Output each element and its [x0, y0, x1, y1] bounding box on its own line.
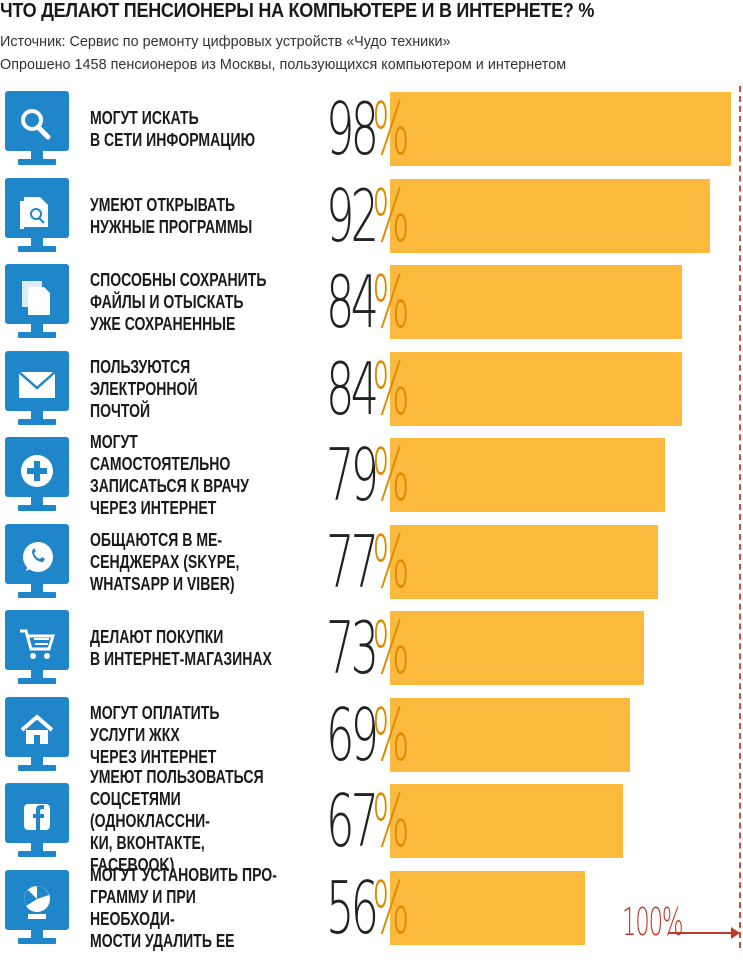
- bar: [390, 870, 585, 945]
- category-label-text: МОГУТ ОПЛАТИТЬ УСЛУГИ ЖКХ ЧЕРЕЗ ИНТЕРНЕТ: [90, 702, 220, 767]
- mail-icon: [4, 350, 70, 428]
- category-label-text: ПОЛЬЗУЮТСЯ ЭЛЕКТРОННОЙ ПОЧТОЙ: [90, 356, 198, 421]
- value-label: 67%: [326, 778, 446, 864]
- documents-icon: [4, 263, 70, 341]
- category-label: ОБЩАЮТСЯ В МЕ- СЕНДЖЕРАХ (SKYPE, WHATSAP…: [90, 519, 330, 605]
- shopping-cart-icon: [4, 609, 70, 687]
- search-icon: [4, 90, 70, 168]
- category-label: ДЕЛАЮТ ПОКУПКИ В ИНТЕРНЕТ-МАГАЗИНАХ: [90, 605, 330, 691]
- category-label-text: ДЕЛАЮТ ПОКУПКИ В ИНТЕРНЕТ-МАГАЗИНАХ: [90, 627, 272, 669]
- percent-sign: %: [371, 173, 410, 258]
- percent-sign: %: [371, 606, 410, 690]
- value-number: 79: [326, 433, 379, 517]
- bar: [390, 265, 683, 339]
- bar: [390, 351, 683, 426]
- bar-row: УМЕЮТ ОТКРЫВАТЬ НУЖНЫЕ ПРОГРАММЫ 92%: [0, 173, 743, 259]
- value-label: 98%: [326, 86, 446, 172]
- medical-plus-icon: [4, 436, 70, 514]
- percent-sign: %: [371, 433, 410, 517]
- bar-row: ПОЛЬЗУЮТСЯ ЭЛЕКТРОННОЙ ПОЧТОЙ 84%: [0, 346, 743, 432]
- value-label: 79%: [326, 432, 446, 518]
- value-label: 92%: [326, 173, 446, 259]
- category-label: МОГУТ САМОСТОЯТЕЛЬНО ЗАПИСАТЬСЯ К ВРАЧУ …: [90, 432, 330, 518]
- value-label: 69%: [326, 692, 446, 778]
- hundred-percent-label: 100%: [622, 900, 684, 944]
- percent-sign: %: [371, 519, 410, 604]
- category-label-text: УМЕЮТ ПОЛЬЗОВАТЬСЯ СОЦСЕТЯМИ (ОДНОКЛАССН…: [90, 767, 264, 875]
- percent-sign: %: [371, 346, 410, 431]
- category-label: МОГУТ ОПЛАТИТЬ УСЛУГИ ЖКХ ЧЕРЕЗ ИНТЕРНЕТ: [90, 692, 330, 778]
- bar-row: МОГУТ ИСКАТЬ В СЕТИ ИНФОРМАЦИЮ 98%: [0, 86, 743, 172]
- bar: [390, 438, 665, 512]
- value-label: 77%: [326, 519, 446, 605]
- category-label-text: МОГУТ ИСКАТЬ В СЕТИ ИНФОРМАЦИЮ: [90, 108, 256, 150]
- value-number: 84: [326, 346, 379, 431]
- bar-row: МОГУТ УСТАНОВИТЬ ПРО- ГРАММУ И ПРИ НЕОБХ…: [0, 865, 743, 951]
- value-label: 56%: [326, 865, 446, 951]
- whatsapp-icon: [4, 523, 70, 601]
- category-label: ПОЛЬЗУЮТСЯ ЭЛЕКТРОННОЙ ПОЧТОЙ: [90, 346, 330, 432]
- bar: [390, 697, 631, 772]
- chart-title: ЧТО ДЕЛАЮТ ПЕНСИОНЕРЫ НА КОМПЬЮТЕРЕ И В …: [0, 0, 595, 22]
- percent-sign: %: [371, 865, 410, 950]
- hundred-percent-guide-line: [739, 86, 741, 948]
- source-note: Источник: Сервис по ремонту цифровых уст…: [0, 33, 451, 50]
- facebook-icon: [4, 782, 70, 860]
- bar: [390, 611, 645, 685]
- value-number: 67: [326, 779, 379, 863]
- category-label: МОГУТ УСТАНОВИТЬ ПРО- ГРАММУ И ПРИ НЕОБХ…: [90, 865, 330, 951]
- bar: [390, 178, 711, 253]
- bar: [390, 524, 658, 599]
- value-number: 98: [326, 87, 379, 171]
- house-icon: [4, 696, 70, 774]
- percent-sign: %: [371, 779, 410, 863]
- bar-row: СПОСОБНЫ СОХРАНИТЬ ФАЙЛЫ И ОТЫСКАТЬ УЖЕ …: [0, 259, 743, 345]
- category-label-text: СПОСОБНЫ СОХРАНИТЬ ФАЙЛЫ И ОТЫСКАТЬ УЖЕ …: [90, 270, 267, 334]
- category-label: УМЕЮТ ПОЛЬЗОВАТЬСЯ СОЦСЕТЯМИ (ОДНОКЛАССН…: [90, 767, 330, 875]
- category-label: МОГУТ ИСКАТЬ В СЕТИ ИНФОРМАЦИЮ: [90, 86, 330, 172]
- bar-row: ДЕЛАЮТ ПОКУПКИ В ИНТЕРНЕТ-МАГАЗИНАХ 73%: [0, 605, 743, 691]
- value-number: 92: [326, 173, 379, 258]
- category-label-text: МОГУТ УСТАНОВИТЬ ПРО- ГРАММУ И ПРИ НЕОБХ…: [90, 864, 277, 951]
- value-label: 73%: [326, 605, 446, 691]
- bar: [390, 784, 624, 858]
- percent-sign: %: [371, 87, 410, 171]
- open-file-icon: [4, 177, 70, 255]
- value-number: 73: [326, 606, 379, 690]
- category-label-text: ОБЩАЮТСЯ В МЕ- СЕНДЖЕРАХ (SKYPE, WHATSAP…: [90, 529, 240, 594]
- arrowhead-icon: [731, 927, 740, 939]
- value-number: 77: [326, 519, 379, 604]
- value-number: 56: [326, 865, 379, 950]
- install-icon: [4, 869, 70, 947]
- hundred-percent-arrow: [668, 932, 738, 934]
- bar-row: УМЕЮТ ПОЛЬЗОВАТЬСЯ СОЦСЕТЯМИ (ОДНОКЛАССН…: [0, 767, 743, 875]
- bar-row: ОБЩАЮТСЯ В МЕ- СЕНДЖЕРАХ (SKYPE, WHATSAP…: [0, 519, 743, 605]
- category-label-text: УМЕЮТ ОТКРЫВАТЬ НУЖНЫЕ ПРОГРАММЫ: [90, 194, 253, 237]
- category-label: УМЕЮТ ОТКРЫВАТЬ НУЖНЫЕ ПРОГРАММЫ: [90, 173, 330, 259]
- value-label: 84%: [326, 259, 446, 345]
- bar: [390, 92, 732, 166]
- value-number: 69: [326, 692, 379, 777]
- percent-sign: %: [371, 692, 410, 777]
- category-label: СПОСОБНЫ СОХРАНИТЬ ФАЙЛЫ И ОТЫСКАТЬ УЖЕ …: [90, 259, 330, 345]
- value-number: 84: [326, 260, 379, 344]
- bar-row: МОГУТ САМОСТОЯТЕЛЬНО ЗАПИСАТЬСЯ К ВРАЧУ …: [0, 432, 743, 518]
- value-label: 84%: [326, 346, 446, 432]
- category-label-text: МОГУТ САМОСТОЯТЕЛЬНО ЗАПИСАТЬСЯ К ВРАЧУ …: [90, 432, 250, 518]
- bar-row: МОГУТ ОПЛАТИТЬ УСЛУГИ ЖКХ ЧЕРЕЗ ИНТЕРНЕТ…: [0, 692, 743, 778]
- sample-note: Опрошено 1458 пенсионеров из Москвы, пол…: [0, 56, 567, 73]
- percent-sign: %: [371, 260, 410, 344]
